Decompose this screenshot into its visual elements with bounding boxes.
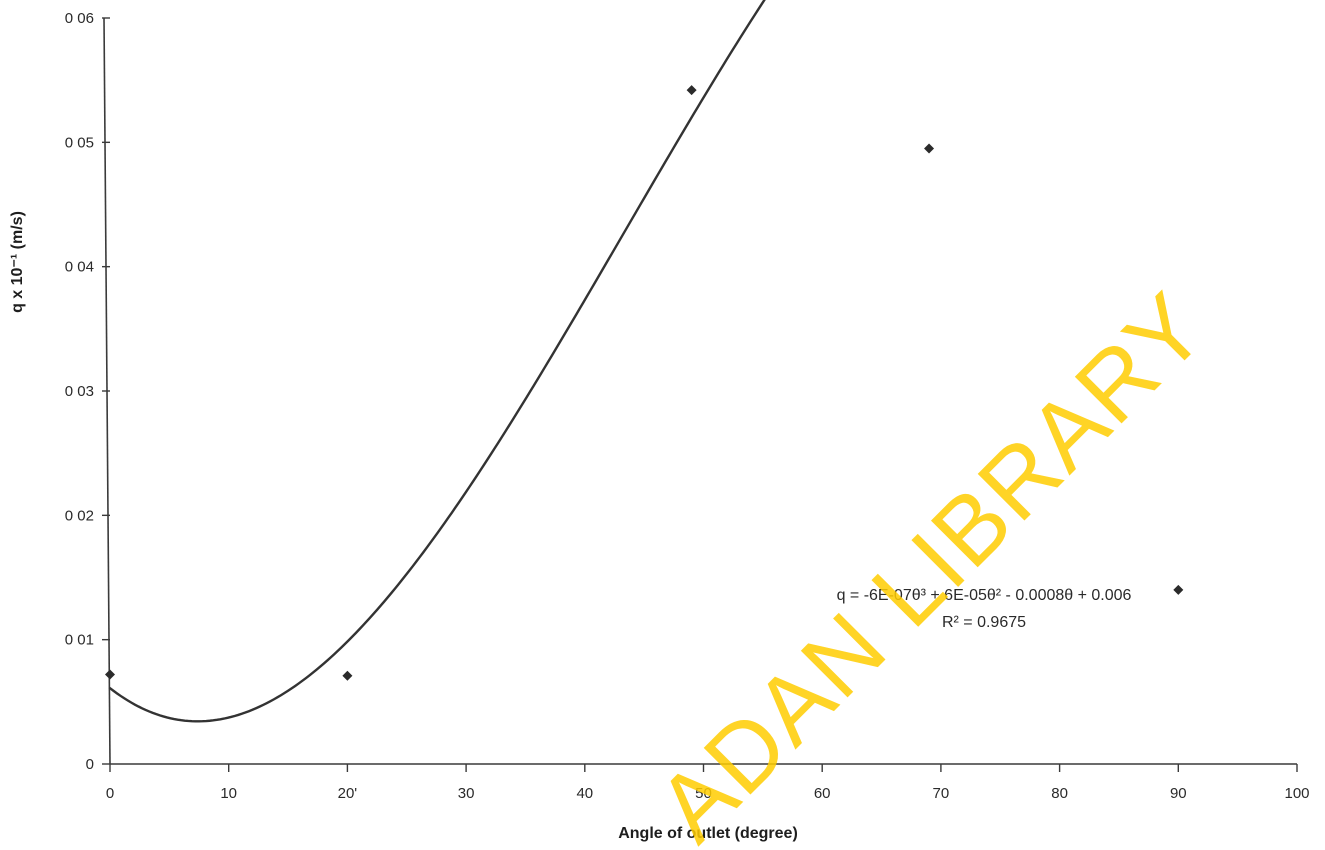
data-point-marker bbox=[105, 669, 115, 680]
x-tick-label: 10 bbox=[220, 785, 237, 802]
data-point-marker bbox=[1173, 584, 1184, 595]
x-tick-label: 40 bbox=[576, 785, 593, 802]
y-tick-label: 0 04 bbox=[65, 259, 94, 276]
x-tick-label: 60 bbox=[814, 785, 831, 802]
x-ticks: 0 10 20' 30 40 50 60 70 80 90 100 bbox=[106, 764, 1310, 802]
y-tick-label: 0 02 bbox=[65, 507, 94, 524]
x-tick-label: 0 bbox=[106, 785, 114, 802]
trendline-equation: q = -6E-07θ³ + 6E-05θ² - 0.0008θ + 0.006 bbox=[837, 587, 1132, 604]
x-tick-label: 70 bbox=[933, 785, 950, 802]
y-ticks: 0 0 01 0 02 0 03 0 04 0 05 0 06 bbox=[65, 10, 110, 773]
x-axis-title: Angle of outlet (degree) bbox=[618, 825, 798, 842]
x-tick-label: 90 bbox=[1170, 785, 1187, 802]
r-squared-label: R² = 0.9675 bbox=[942, 614, 1026, 631]
y-tick-label: 0 03 bbox=[65, 383, 94, 400]
y-tick-label: 0 bbox=[86, 756, 94, 773]
y-tick-label: 0 06 bbox=[65, 10, 94, 27]
x-tick-label: 80 bbox=[1051, 785, 1068, 802]
data-points bbox=[105, 85, 1184, 681]
data-point-marker bbox=[342, 670, 353, 681]
y-axis-title: q x 10⁻¹ (m/s) bbox=[9, 211, 26, 313]
x-tick-label: 100 bbox=[1284, 785, 1309, 802]
x-tick-label: 20' bbox=[338, 785, 358, 802]
trendline-curve bbox=[108, 0, 766, 723]
y-tick-label: 0 05 bbox=[65, 134, 94, 151]
y-tick-label: 0 01 bbox=[65, 632, 94, 649]
data-point-marker bbox=[924, 143, 935, 154]
data-point-marker bbox=[686, 85, 697, 96]
x-tick-label: 50 bbox=[695, 785, 712, 802]
x-tick-label: 30 bbox=[458, 785, 475, 802]
